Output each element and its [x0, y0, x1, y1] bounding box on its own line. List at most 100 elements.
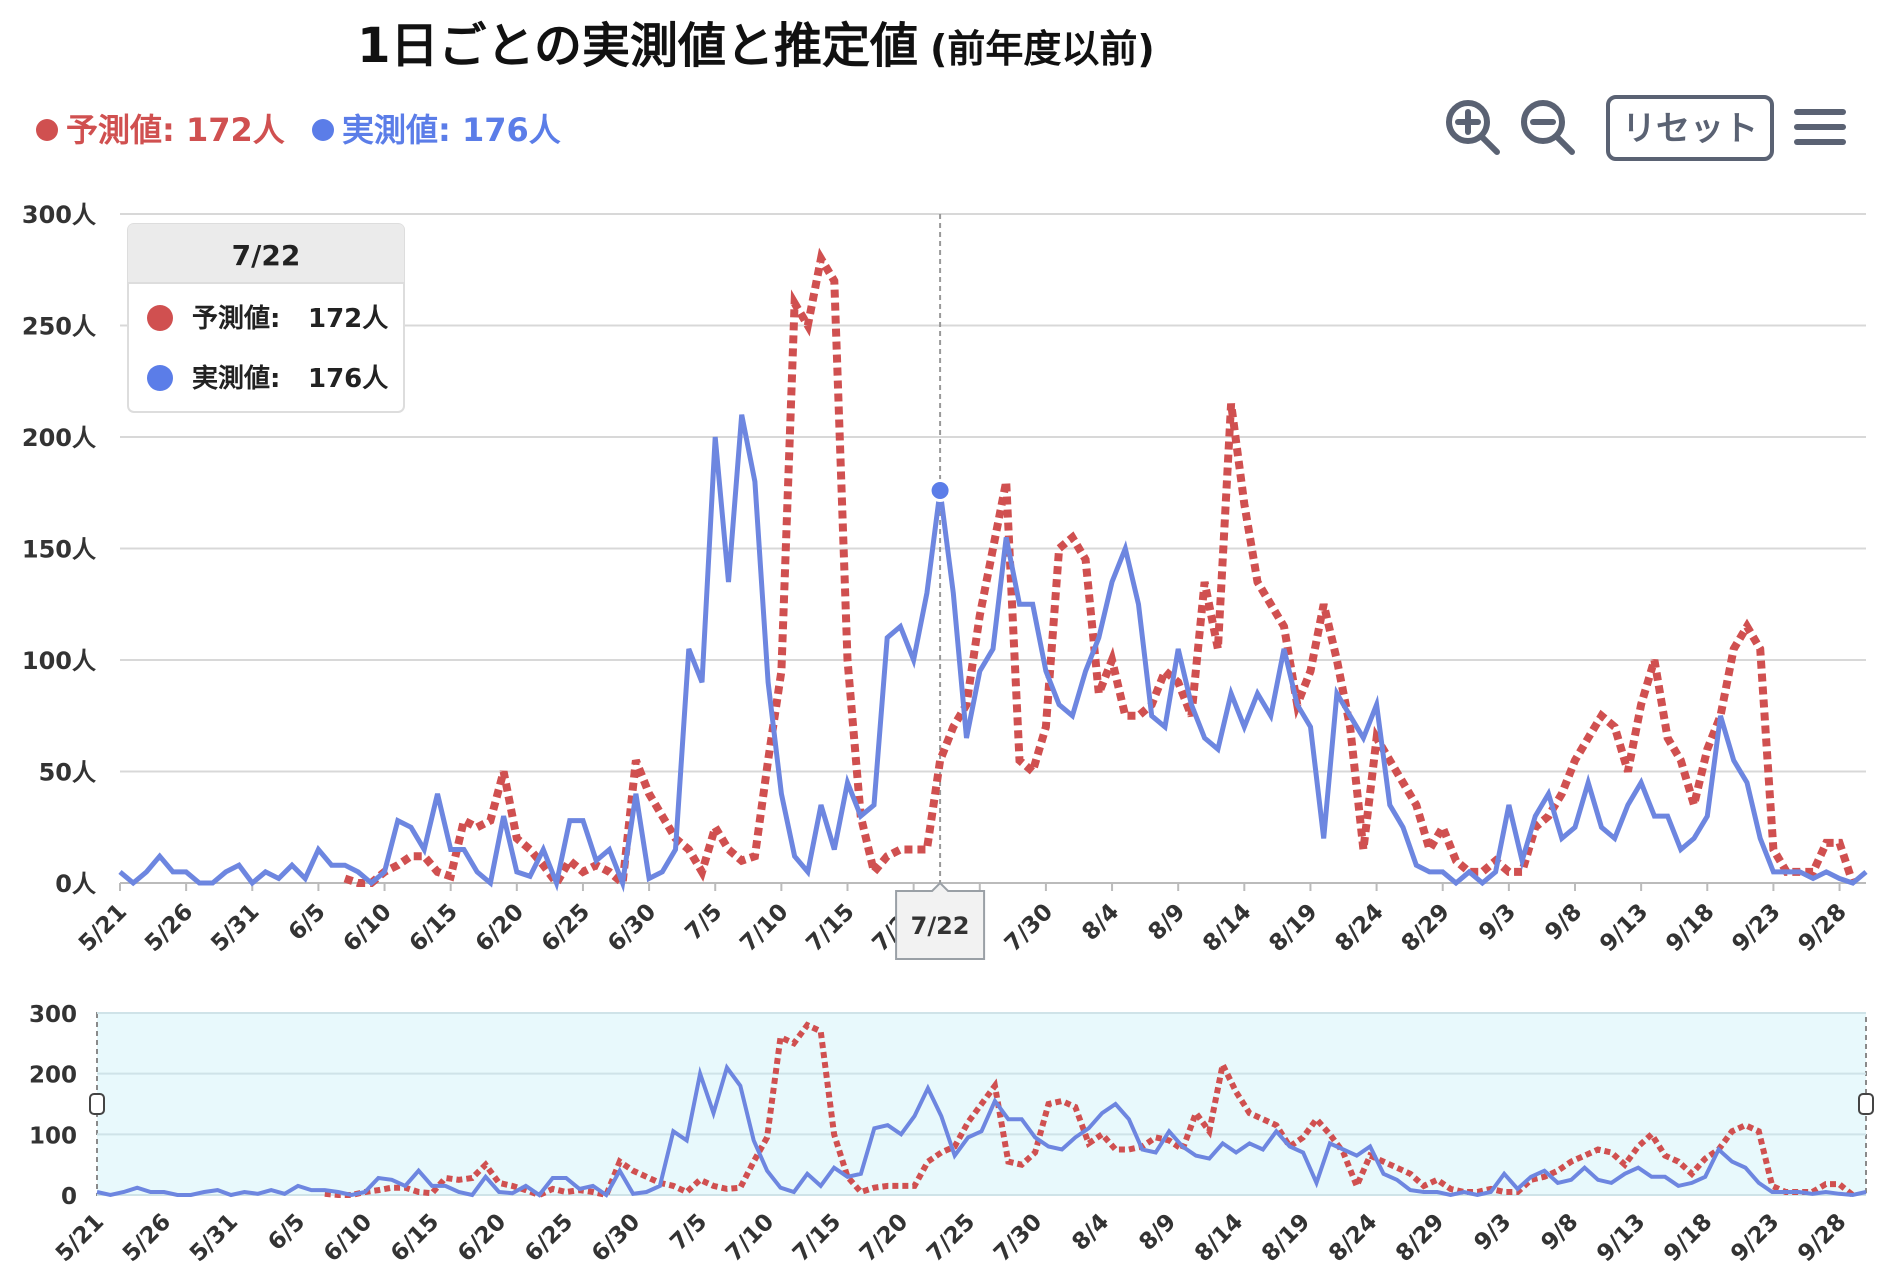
x-tick-label: 6/10 [339, 899, 397, 957]
navigator-x-tick-label: 7/5 [665, 1209, 712, 1256]
highlight-point-actual[interactable] [928, 479, 952, 503]
navigator-x-tick-label: 6/30 [587, 1209, 645, 1267]
x-tick-label: 6/20 [471, 899, 529, 957]
navigator-x-tick-label: 5/21 [51, 1209, 109, 1267]
reset-button[interactable]: リセット [1606, 95, 1774, 161]
y-tick-label: 250人 [22, 313, 96, 341]
x-tick-label: 9/18 [1661, 899, 1719, 957]
navigator-x-tick-label: 9/28 [1793, 1209, 1851, 1267]
legend-label-predicted: 予測値: 172人 [66, 111, 285, 149]
y-tick-label: 150人 [22, 536, 96, 564]
x-tick-label: 9/13 [1595, 899, 1653, 957]
x-tick-label: 8/9 [1143, 899, 1190, 946]
series-line-actual[interactable] [118, 414, 1868, 893]
navigator-y-axis: 0 100 200 300 [29, 1002, 77, 1210]
navigator-x-tick-label: 6/15 [386, 1209, 444, 1267]
x-tick-label: 8/14 [1198, 899, 1256, 957]
series-line-predicted[interactable] [343, 247, 1857, 891]
tooltip: 7/22 予測値: 172人 実測値: 176人 [127, 223, 405, 413]
navigator-series-actual [96, 1063, 1867, 1198]
x-tick-label: 6/30 [603, 899, 661, 957]
legend-dot-predicted [36, 119, 58, 141]
navigator-x-tick-label: 9/3 [1469, 1209, 1516, 1256]
x-tick-label: 9/28 [1794, 899, 1852, 957]
navigator-x-tick-label: 7/25 [922, 1209, 980, 1267]
crosshair-x-label: 7/22 [895, 881, 986, 960]
x-tick-label: 9/23 [1727, 899, 1785, 957]
navigator-y-tick-label: 100 [29, 1123, 77, 1149]
x-tick-label: 8/19 [1264, 899, 1322, 957]
navigator-x-tick-label: 6/5 [263, 1209, 310, 1256]
x-tick-label: 8/29 [1397, 899, 1455, 957]
navigator-x-tick-label: 8/4 [1067, 1209, 1114, 1256]
svg-text:7/22: 7/22 [911, 912, 970, 940]
navigator-y-tick-label: 200 [29, 1063, 77, 1089]
x-tick-label: 8/4 [1077, 899, 1124, 946]
navigator-x-tick-label: 6/10 [319, 1209, 377, 1267]
tooltip-value-predicted: 172人 [308, 304, 388, 334]
navigator-x-tick-label: 9/23 [1726, 1209, 1784, 1267]
navigator-y-tick-label: 0 [61, 1184, 77, 1210]
navigator-y-tick-label: 300 [29, 1002, 77, 1028]
navigator-x-tick-label: 8/14 [1190, 1209, 1248, 1267]
x-tick-label: 9/3 [1474, 899, 1521, 946]
tooltip-date: 7/22 [232, 239, 301, 272]
x-tick-label: 5/21 [74, 899, 132, 957]
zoom-out-button[interactable] [1521, 100, 1575, 155]
reset-label: リセット [1622, 109, 1758, 149]
y-tick-label: 200人 [22, 424, 96, 452]
x-tick-label: 5/31 [206, 899, 264, 957]
navigator-x-tick-label: 8/24 [1324, 1209, 1382, 1267]
y-tick-label: 100人 [22, 647, 96, 675]
navigator-x-tick-label: 7/10 [721, 1209, 779, 1267]
navigator-x-tick-label: 7/20 [855, 1209, 913, 1267]
y-tick-label: 300人 [22, 201, 96, 229]
navigator-x-tick-label: 8/9 [1134, 1209, 1181, 1256]
navigator-x-tick-label: 6/25 [520, 1209, 578, 1267]
x-tick-label: 7/5 [681, 899, 728, 946]
tooltip-label-predicted: 予測値: [192, 304, 280, 334]
navigator-x-axis: 5/21 5/26 5/31 6/5 6/10 6/15 6/20 6/25 6/30 7/5 7/… [51, 1209, 1851, 1267]
navigator-x-tick-label: 9/8 [1536, 1209, 1583, 1256]
navigator-grid [97, 1012, 1866, 1196]
tooltip-dot-predicted [147, 305, 173, 331]
x-tick-label: 8/24 [1331, 899, 1389, 957]
navigator-x-tick-label: 7/15 [788, 1209, 846, 1267]
menu-button[interactable] [1794, 109, 1846, 145]
legend-dot-actual [312, 119, 334, 141]
tooltip-value-actual: 176人 [308, 364, 388, 394]
x-tick-label: 6/25 [537, 899, 595, 957]
menu-icon [1794, 109, 1846, 145]
legend-item-predicted[interactable]: 予測値: 172人 [36, 111, 285, 149]
legend-item-actual[interactable]: 実測値: 176人 [312, 111, 561, 149]
y-tick-label: 0人 [55, 870, 96, 898]
navigator-x-tick-label: 8/29 [1391, 1209, 1449, 1267]
navigator-x-tick-label: 9/18 [1659, 1209, 1717, 1267]
x-tick-label: 6/5 [284, 899, 331, 946]
x-tick-label: 7/15 [801, 899, 859, 957]
navigator-x-tick-label: 8/19 [1257, 1209, 1315, 1267]
x-tick-label: 9/8 [1540, 899, 1587, 946]
navigator-x-tick-label: 7/30 [989, 1209, 1047, 1267]
zoom-in-button[interactable] [1446, 100, 1500, 155]
navigator-handle-right[interactable] [1858, 1093, 1874, 1115]
x-tick-label: 7/30 [1000, 899, 1058, 957]
y-tick-label: 50人 [39, 759, 96, 787]
navigator-x-tick-label: 5/26 [118, 1209, 176, 1267]
navigator-x-tick-label: 9/13 [1592, 1209, 1650, 1267]
chart-subtitle: (前年度以前) [930, 27, 1155, 71]
tooltip-label-actual: 実測値: [192, 363, 280, 394]
zoom-in-icon [1446, 100, 1500, 155]
chart-title: 1日ごとの実測値と推定値 [357, 18, 918, 74]
tooltip-dot-actual [147, 365, 173, 391]
x-tick-label: 6/15 [405, 899, 463, 957]
main-y-axis: 0人 50人 100人 150人 200人 250人 300人 [22, 201, 96, 898]
navigator-x-tick-label: 5/31 [185, 1209, 243, 1267]
navigator-handle-left[interactable] [89, 1093, 105, 1115]
navigator-x-tick-label: 6/20 [453, 1209, 511, 1267]
zoom-out-icon [1521, 100, 1575, 155]
legend[interactable]: 予測値: 172人 実測値: 176人 [36, 111, 561, 149]
legend-label-actual: 実測値: 176人 [342, 111, 561, 149]
